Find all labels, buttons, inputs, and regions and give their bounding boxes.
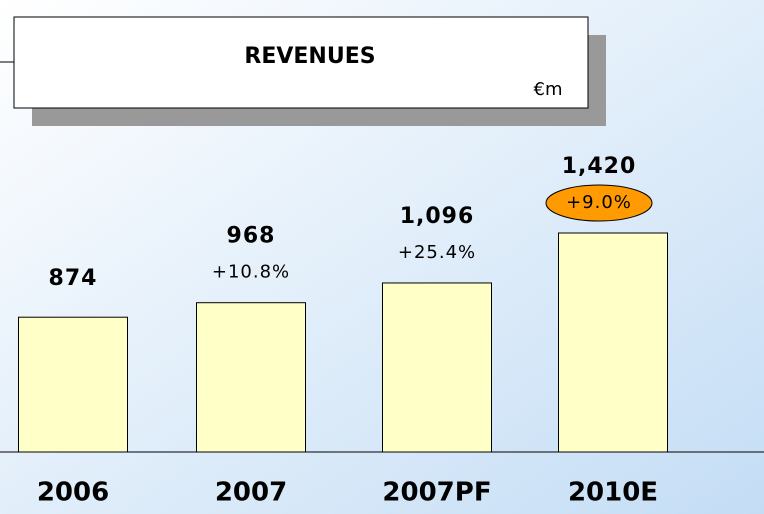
value-label: 968 (227, 224, 276, 249)
unit-label: €m (534, 79, 563, 100)
value-label: 1,096 (400, 204, 475, 229)
x-tick-label: 2006 (37, 478, 109, 508)
bar (18, 316, 128, 453)
x-tick-label: 2007PF (382, 478, 491, 508)
bar (558, 232, 668, 453)
growth-label: +9.0% (566, 192, 632, 213)
highlight-ellipse (545, 184, 653, 222)
bar (196, 302, 306, 453)
growth-label: +25.4% (398, 242, 476, 263)
x-tick-label: 2010E (568, 478, 658, 508)
value-label: 874 (49, 266, 98, 291)
growth-label: +10.8% (212, 262, 290, 283)
x-tick-label: 2007 (215, 478, 287, 508)
value-label: 1,420 (562, 154, 637, 179)
bar (382, 282, 492, 453)
chart-title: REVENUES (244, 44, 375, 69)
title-box (13, 16, 589, 109)
